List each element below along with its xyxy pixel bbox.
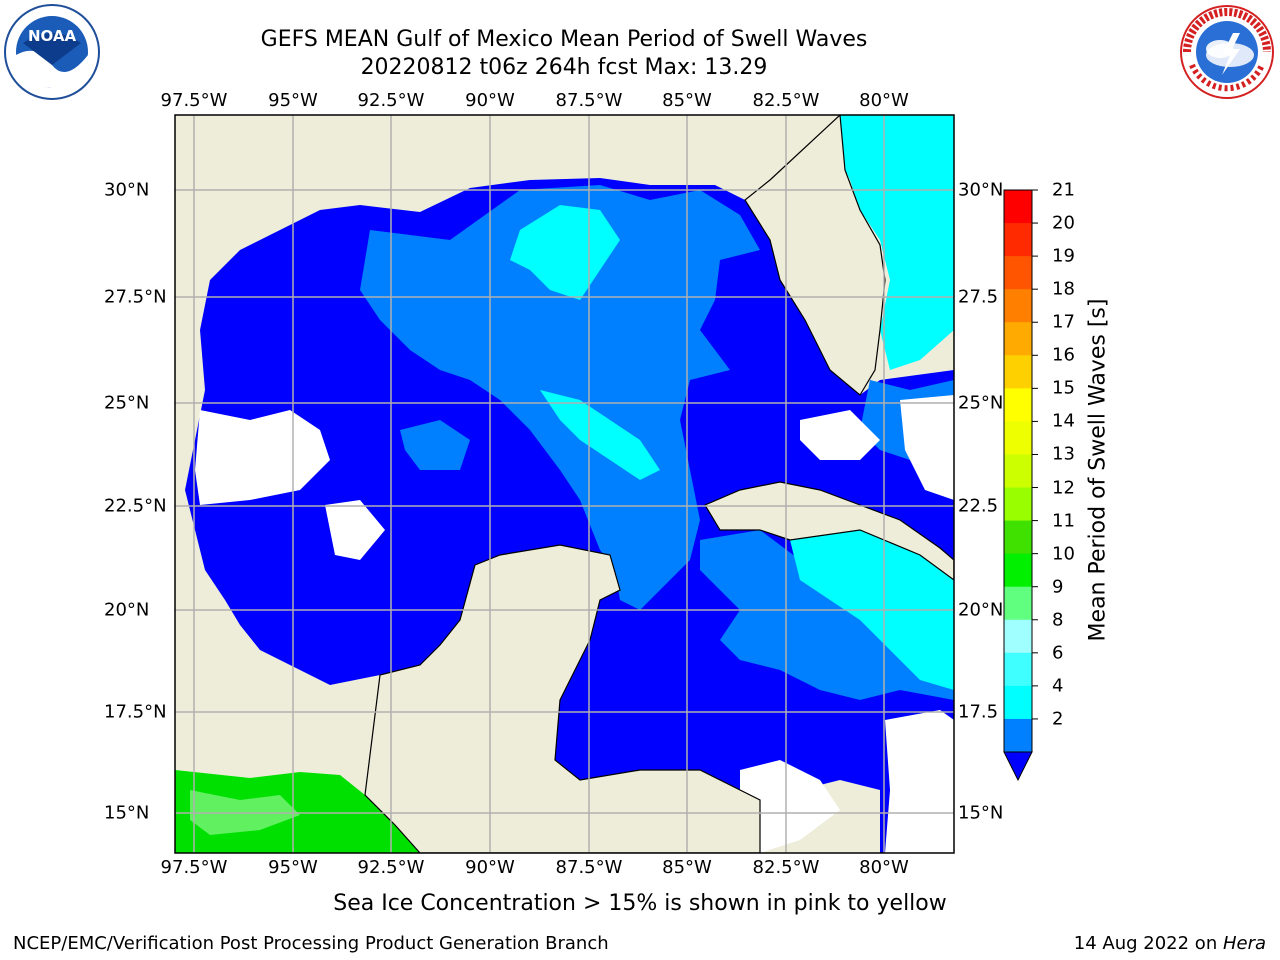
gulf-cyan-patch — [510, 205, 620, 300]
lat-label-right: 17.5 — [958, 701, 999, 723]
colorbar-label: 18 — [1052, 278, 1075, 300]
lat-label-left: 22.5°N — [104, 495, 167, 517]
sea-ice-note-text: Sea Ice Concentration > 15% is shown in … — [333, 891, 947, 916]
lat-label-right: 30°N — [958, 179, 1004, 201]
colorbar-label: 6 — [1052, 642, 1064, 664]
colorbar-label: 14 — [1052, 410, 1075, 432]
colorbar-label: 10 — [1052, 543, 1075, 565]
lon-label-top: 95°W — [268, 90, 318, 111]
colorbar-swatch — [1004, 619, 1032, 654]
colorbar-label: 9 — [1052, 576, 1064, 598]
colorbar-swatch — [1004, 718, 1032, 753]
nodata-patch-south — [740, 760, 840, 853]
chart-title-line2: 20220812 t06z 264h fcst Max: 13.29 — [360, 55, 768, 80]
colorbar-swatch — [1004, 685, 1032, 720]
lon-label-bot: 85°W — [662, 857, 712, 878]
colorbar-under-triangle — [1003, 751, 1033, 782]
lon-label-top: 87.5°W — [555, 90, 623, 111]
nodata-patch-caribbean — [800, 410, 880, 460]
yucatan-land — [364, 544, 761, 853]
map-plot-area — [175, 115, 954, 853]
gulf-deep-blue-field — [185, 178, 954, 853]
colorbar-label: 8 — [1052, 609, 1064, 631]
colorbar-swatch — [1004, 553, 1032, 588]
lon-label-bot: 90°W — [465, 857, 515, 878]
colorbar-swatch — [1004, 586, 1032, 621]
colorbar-label: 17 — [1052, 311, 1075, 333]
lon-label-top: 97.5°W — [160, 90, 228, 111]
colorbar-swatch — [1004, 388, 1032, 422]
lat-label-right: 27.5 — [958, 286, 999, 308]
gulf-cyan-strip — [540, 390, 660, 480]
colorbar-swatch — [1004, 652, 1032, 687]
caribbean-mid-blue-field — [700, 530, 954, 700]
colorbar-swatch — [1004, 454, 1032, 489]
colorbar-swatch — [1004, 421, 1032, 455]
colorbar-label: 11 — [1052, 510, 1075, 532]
colorbar-swatch — [1004, 256, 1032, 290]
colorbar-swatch — [1004, 520, 1032, 555]
footer-date-text: 14 Aug 2022 on — [1073, 933, 1223, 954]
lat-label-right: 20°N — [958, 599, 1004, 621]
colorbar-frame — [1003, 189, 1033, 753]
colorbar-label: 2 — [1052, 708, 1064, 730]
nodata-patch-southeast — [885, 710, 954, 853]
lon-label-top: 85°W — [662, 90, 712, 111]
lon-label-bot: 95°W — [268, 857, 318, 878]
noaa-logo-text: NOAA — [28, 27, 77, 45]
colorbar-swatch — [1004, 355, 1032, 389]
colorbar-label: 21 — [1052, 179, 1075, 201]
sea-ice-note: Sea Ice Concentration > 15% is shown in … — [0, 891, 1280, 916]
atlantic-cyan-field — [835, 115, 954, 370]
florida-land — [744, 115, 886, 396]
nws-logo — [1178, 3, 1276, 101]
lon-label-bot: 97.5°W — [160, 857, 228, 878]
lon-label-bot: 80°W — [859, 857, 909, 878]
gulf-mid-blue-patch — [400, 420, 470, 470]
lat-label-right: 25°N — [958, 392, 1004, 414]
noaa-logo: NOAA — [3, 3, 101, 101]
lon-label-top: 82.5°W — [752, 90, 820, 111]
nodata-patch-east — [900, 395, 954, 500]
colorbar-swatch — [1004, 487, 1032, 522]
lon-label-top: 90°W — [465, 90, 515, 111]
colorbar-swatch — [1004, 322, 1032, 356]
footer-credit: NCEP/EMC/Verification Post Processing Pr… — [13, 933, 609, 954]
colorbar-label: 20 — [1052, 212, 1075, 234]
colorbar — [1003, 189, 1038, 782]
colorbar-swatch — [1004, 223, 1032, 257]
colorbar-swatch — [1004, 190, 1032, 224]
lat-label-left: 15°N — [104, 802, 150, 824]
colorbar-label: 13 — [1052, 443, 1075, 465]
lat-label-left: 20°N — [104, 599, 150, 621]
nodata-patch-west — [195, 410, 330, 505]
lon-label-top: 92.5°W — [357, 90, 425, 111]
lon-label-top: 80°W — [859, 90, 909, 111]
lat-label-left: 27.5°N — [104, 286, 167, 308]
colorbar-label: 19 — [1052, 245, 1075, 267]
lat-label-left: 25°N — [104, 392, 150, 414]
colorbar-label: 16 — [1052, 344, 1075, 366]
colorbar-label: 15 — [1052, 377, 1075, 399]
map-frame — [174, 114, 955, 854]
lon-label-bot: 87.5°W — [555, 857, 623, 878]
colorbar-label: 12 — [1052, 477, 1075, 499]
lat-label-left: 17.5°N — [104, 701, 167, 723]
footer-date: 14 Aug 2022 on Hera — [1074, 933, 1266, 954]
lat-label-right: 22.5 — [958, 495, 999, 517]
colorbar-title: Mean Period of Swell Waves [s] — [1085, 298, 1111, 642]
chart-title-line1: GEFS MEAN Gulf of Mexico Mean Period of … — [260, 27, 868, 52]
colorbar-swatch — [1004, 289, 1032, 323]
lat-lon-grid — [175, 115, 954, 853]
lon-label-bot: 82.5°W — [752, 857, 820, 878]
lat-label-right: 15°N — [958, 802, 1004, 824]
nodata-patch-central — [325, 500, 385, 560]
lat-label-left: 30°N — [104, 179, 150, 201]
colorbar-label: 4 — [1052, 675, 1064, 697]
lon-label-bot: 92.5°W — [357, 857, 425, 878]
footer-host: Hera — [1222, 933, 1266, 954]
